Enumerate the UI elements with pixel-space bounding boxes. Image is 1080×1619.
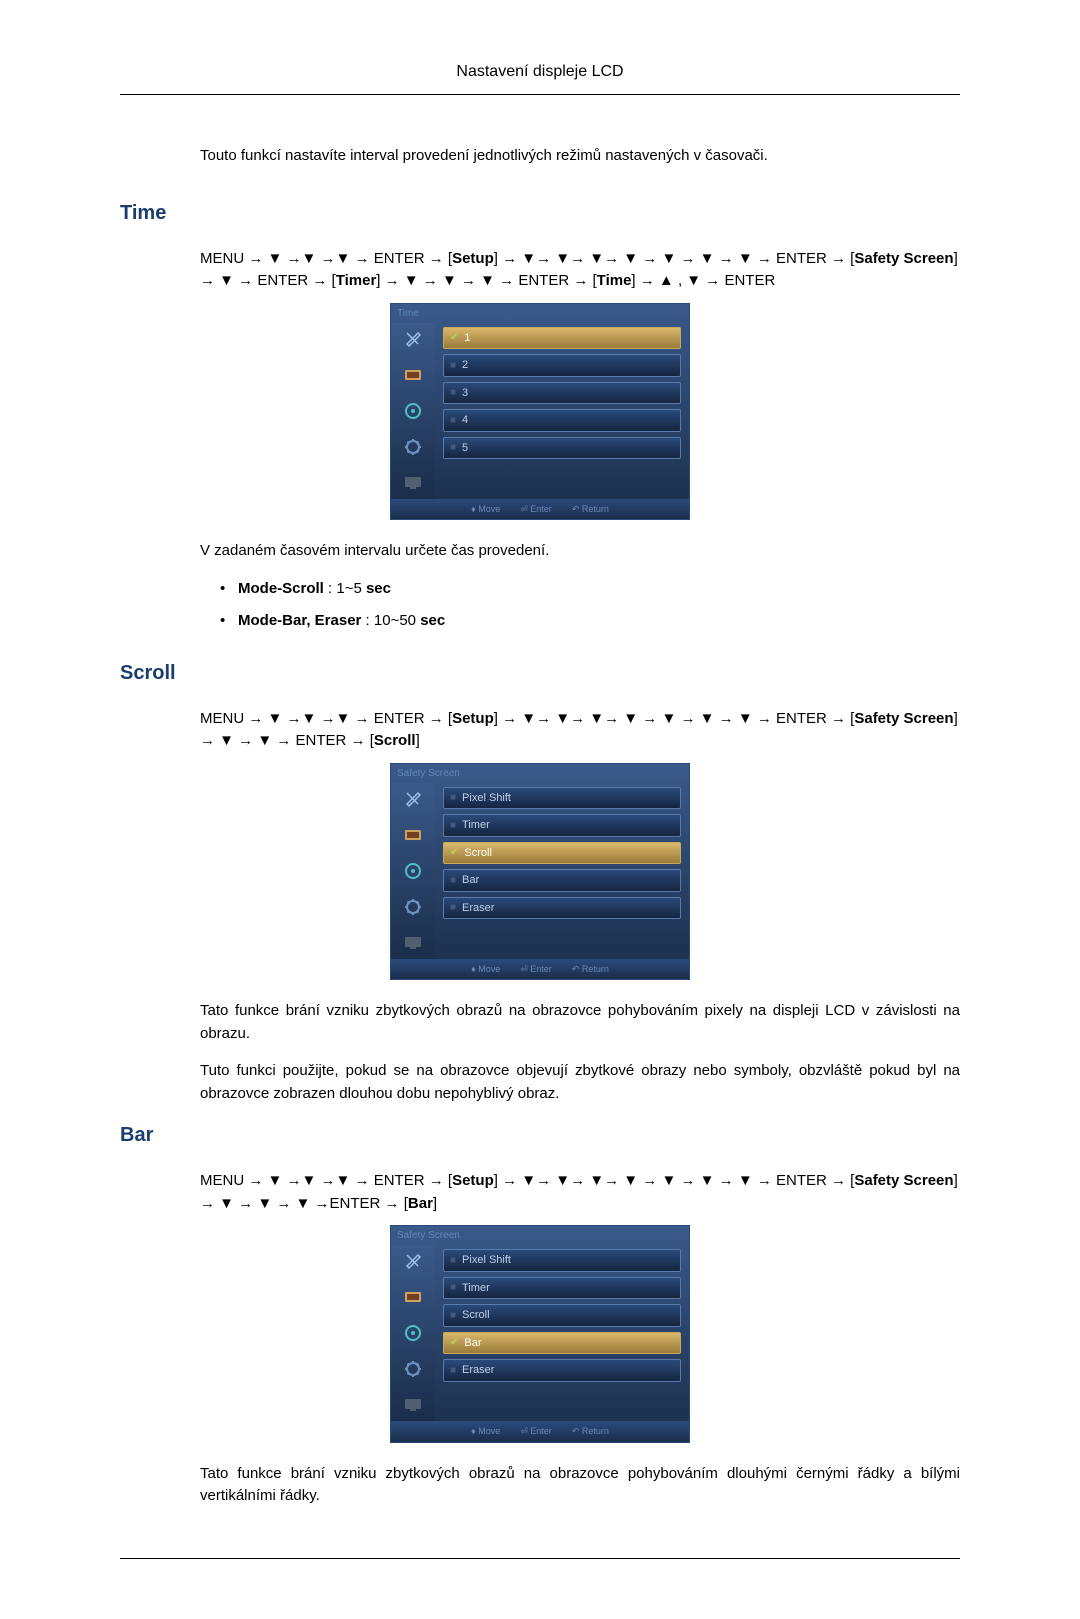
menu-path-time: MENU → ▼ →▼ →▼ → ENTER → [Setup] → ▼→ ▼→… [200, 248, 960, 293]
osd-item-list: ■Pixel Shift ■Timer ■Scroll ✔Bar ■Eraser [435, 1245, 689, 1421]
check-icon: ✔ [450, 330, 458, 345]
osd-menu-bar: Safety Screen ■Pixel Shift ■Timer ■Scrol… [390, 1225, 690, 1443]
check-icon: ■ [450, 440, 456, 455]
check-icon: ■ [450, 358, 456, 373]
osd-title: Safety Screen [391, 1226, 689, 1245]
tv-icon [401, 471, 425, 495]
osd-item[interactable]: ■Pixel Shift [443, 787, 681, 810]
tool-icon [401, 327, 425, 351]
cd-icon [401, 1321, 425, 1345]
check-icon: ■ [450, 1253, 456, 1268]
gear-icon [401, 1357, 425, 1381]
check-icon: ■ [450, 818, 456, 833]
time-desc: V zadaném časovém intervalu určete čas p… [200, 540, 960, 563]
section-title-scroll: Scroll [120, 658, 960, 688]
osd-item[interactable]: ■Bar [443, 869, 681, 892]
osd-item[interactable]: ■Pixel Shift [443, 1249, 681, 1272]
osd-item[interactable]: ■Eraser [443, 1359, 681, 1382]
time-bullets: Mode-Scroll : 1~5 sec Mode-Bar, Eraser :… [220, 578, 960, 633]
osd-item[interactable]: ■2 [443, 354, 681, 377]
section-title-time: Time [120, 198, 960, 228]
check-icon: ✔ [450, 1335, 458, 1350]
osd-item[interactable]: ■Timer [443, 1277, 681, 1300]
osd-footer: ♦ Move ⏎ Enter ↶ Return [391, 499, 689, 520]
cd-icon [401, 399, 425, 423]
check-icon: ■ [450, 385, 456, 400]
menu-path-scroll: MENU → ▼ →▼ →▼ → ENTER → [Setup] → ▼→ ▼→… [200, 708, 960, 753]
check-icon: ✔ [450, 845, 458, 860]
input-icon [401, 1285, 425, 1309]
check-icon: ■ [450, 1363, 456, 1378]
osd-item[interactable]: ■Timer [443, 814, 681, 837]
bullet-item: Mode-Scroll : 1~5 sec [220, 578, 960, 601]
page-footer-rule [120, 1558, 960, 1559]
input-icon [401, 363, 425, 387]
osd-item[interactable]: ■4 [443, 409, 681, 432]
tv-icon [401, 1393, 425, 1417]
osd-icon-column [391, 323, 435, 499]
check-icon: ■ [450, 873, 456, 888]
section-title-bar: Bar [120, 1120, 960, 1150]
bullet-item: Mode-Bar, Eraser : 10~50 sec [220, 610, 960, 633]
gear-icon [401, 895, 425, 919]
enter-hint: ⏎ Enter [520, 963, 552, 977]
osd-title: Safety Screen [391, 764, 689, 783]
osd-item[interactable]: ✔Scroll [443, 842, 681, 865]
check-icon: ■ [450, 900, 456, 915]
check-icon: ■ [450, 413, 456, 428]
tv-icon [401, 931, 425, 955]
osd-footer: ♦ Move ⏎ Enter ↶ Return [391, 959, 689, 980]
scroll-desc2: Tuto funkci použijte, pokud se na obrazo… [200, 1060, 960, 1105]
osd-menu-time: Time ✔1 ■2 ■3 ■4 ■5 ♦ Move ⏎ Enter ↶ Ret… [390, 303, 690, 521]
osd-item[interactable]: ✔Bar [443, 1332, 681, 1355]
return-hint: ↶ Return [572, 1425, 609, 1439]
page-header: Nastavení displeje LCD [120, 60, 960, 95]
move-hint: ♦ Move [471, 1425, 500, 1439]
osd-item[interactable]: ✔1 [443, 327, 681, 350]
move-hint: ♦ Move [471, 963, 500, 977]
osd-title: Time [391, 304, 689, 323]
cd-icon [401, 859, 425, 883]
check-icon: ■ [450, 1280, 456, 1295]
osd-item-list: ■Pixel Shift ■Timer ✔Scroll ■Bar ■Eraser [435, 783, 689, 959]
osd-footer: ♦ Move ⏎ Enter ↶ Return [391, 1421, 689, 1442]
enter-hint: ⏎ Enter [520, 1425, 552, 1439]
enter-hint: ⏎ Enter [520, 503, 552, 517]
check-icon: ■ [450, 1308, 456, 1323]
bar-desc: Tato funkce brání vzniku zbytkových obra… [200, 1463, 960, 1508]
osd-icon-column [391, 783, 435, 959]
tool-icon [401, 787, 425, 811]
check-icon: ■ [450, 790, 456, 805]
input-icon [401, 823, 425, 847]
osd-item[interactable]: ■Eraser [443, 897, 681, 920]
osd-item[interactable]: ■3 [443, 382, 681, 405]
gear-icon [401, 435, 425, 459]
osd-item[interactable]: ■5 [443, 437, 681, 460]
scroll-desc1: Tato funkce brání vzniku zbytkových obra… [200, 1000, 960, 1045]
move-hint: ♦ Move [471, 503, 500, 517]
osd-icon-column [391, 1245, 435, 1421]
osd-menu-scroll: Safety Screen ■Pixel Shift ■Timer ✔Scrol… [390, 763, 690, 981]
osd-item-list: ✔1 ■2 ■3 ■4 ■5 [435, 323, 689, 499]
osd-item[interactable]: ■Scroll [443, 1304, 681, 1327]
return-hint: ↶ Return [572, 963, 609, 977]
tool-icon [401, 1249, 425, 1273]
menu-path-bar: MENU → ▼ →▼ →▼ → ENTER → [Setup] → ▼→ ▼→… [200, 1170, 960, 1215]
return-hint: ↶ Return [572, 503, 609, 517]
intro-text: Touto funkcí nastavíte interval proveden… [200, 145, 960, 168]
